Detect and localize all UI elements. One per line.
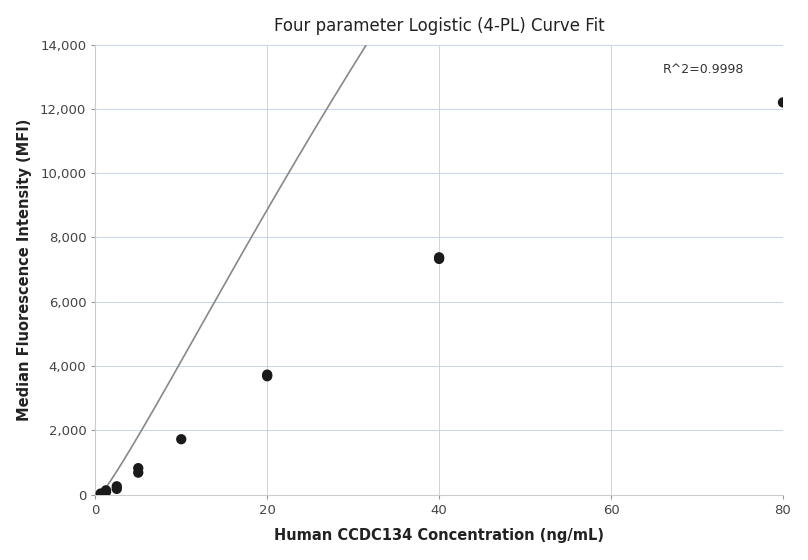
Point	[432, 253, 445, 262]
Point	[432, 254, 445, 263]
Point	[111, 484, 124, 493]
Point	[99, 486, 112, 495]
Point	[111, 482, 124, 491]
X-axis label: Human CCDC134 Concentration (ng/mL): Human CCDC134 Concentration (ng/mL)	[274, 528, 604, 543]
Point	[132, 464, 145, 473]
Point	[132, 468, 145, 477]
Point	[261, 372, 274, 381]
Text: R^2=0.9998: R^2=0.9998	[663, 63, 744, 77]
Point	[95, 489, 107, 498]
Y-axis label: Median Fluorescence Intensity (MFI): Median Fluorescence Intensity (MFI)	[17, 118, 32, 421]
Point	[99, 487, 112, 496]
Point	[175, 435, 187, 444]
Point	[261, 370, 274, 379]
Point	[776, 98, 789, 107]
Title: Four parameter Logistic (4-PL) Curve Fit: Four parameter Logistic (4-PL) Curve Fit	[274, 17, 604, 35]
